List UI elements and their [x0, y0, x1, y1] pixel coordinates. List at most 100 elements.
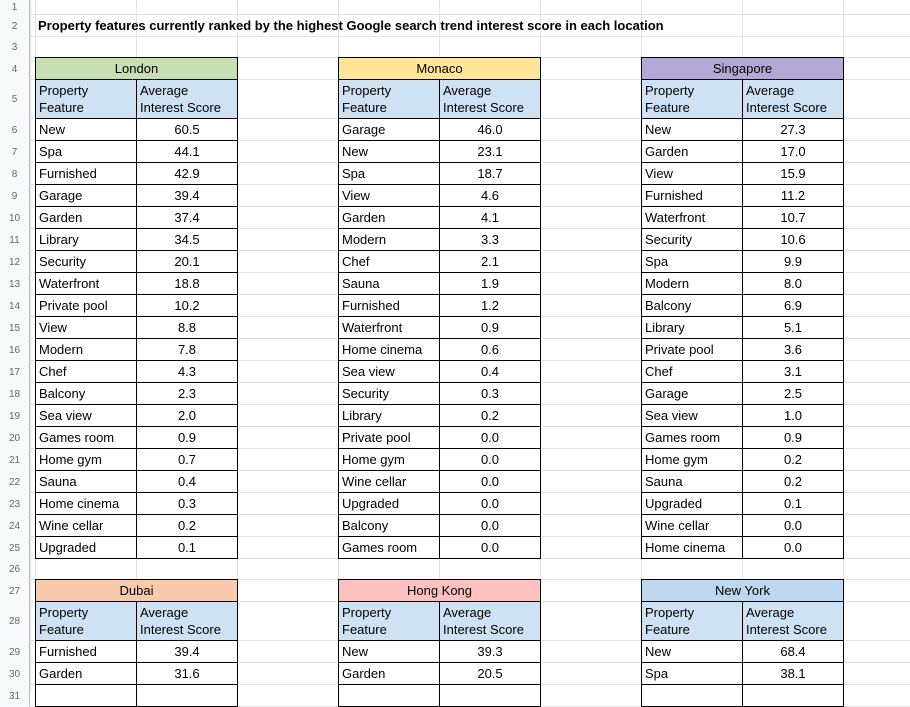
score-cell[interactable]: 0.7	[136, 448, 238, 471]
feature-cell[interactable]: Home gym	[35, 448, 137, 471]
row-number[interactable]: 3	[0, 37, 30, 58]
score-cell[interactable]: 37.4	[136, 206, 238, 229]
feature-cell[interactable]: Garage	[338, 118, 440, 141]
feature-cell[interactable]: Garden	[35, 206, 137, 229]
score-cell[interactable]: 27.3	[742, 118, 844, 141]
header-property-feature[interactable]: Property Feature	[641, 601, 743, 641]
score-cell[interactable]: 23.1	[439, 140, 541, 163]
score-cell[interactable]: 20.1	[136, 250, 238, 273]
score-cell[interactable]: 2.0	[136, 404, 238, 427]
table-title-dubai[interactable]: Dubai	[35, 579, 238, 602]
feature-cell[interactable]	[35, 684, 137, 707]
feature-cell[interactable]: Garage	[641, 382, 743, 405]
table-title-hong-kong[interactable]: Hong Kong	[338, 579, 541, 602]
feature-cell[interactable]: New	[338, 140, 440, 163]
feature-cell[interactable]: Garden	[338, 662, 440, 685]
feature-cell[interactable]: Home cinema	[35, 492, 137, 515]
row-number[interactable]: 4	[0, 58, 30, 80]
row-number[interactable]: 17	[0, 361, 30, 383]
score-cell[interactable]: 10.7	[742, 206, 844, 229]
feature-cell[interactable]: Spa	[35, 140, 137, 163]
score-cell[interactable]: 10.2	[136, 294, 238, 317]
row-number[interactable]: 10	[0, 207, 30, 229]
feature-cell[interactable]: Library	[338, 404, 440, 427]
header-average-interest-score[interactable]: Average Interest Score	[136, 79, 238, 119]
feature-cell[interactable]: Sauna	[35, 470, 137, 493]
score-cell[interactable]: 0.2	[136, 514, 238, 537]
score-cell[interactable]: 9.9	[742, 250, 844, 273]
row-number[interactable]: 26	[0, 559, 30, 580]
header-property-feature[interactable]: Property Feature	[35, 79, 137, 119]
feature-cell[interactable]: Spa	[641, 662, 743, 685]
score-cell[interactable]: 2.3	[136, 382, 238, 405]
score-cell[interactable]: 11.2	[742, 184, 844, 207]
feature-cell[interactable]: Furnished	[35, 640, 137, 663]
feature-cell[interactable]: Home gym	[338, 448, 440, 471]
score-cell[interactable]: 17.0	[742, 140, 844, 163]
row-number[interactable]: 13	[0, 273, 30, 295]
feature-cell[interactable]	[338, 684, 440, 707]
feature-cell[interactable]: Library	[641, 316, 743, 339]
feature-cell[interactable]: Private pool	[338, 426, 440, 449]
score-cell[interactable]: 0.0	[439, 492, 541, 515]
feature-cell[interactable]: Wine cellar	[35, 514, 137, 537]
feature-cell[interactable]: Balcony	[338, 514, 440, 537]
score-cell[interactable]: 18.8	[136, 272, 238, 295]
feature-cell[interactable]: Upgraded	[35, 536, 137, 559]
feature-cell[interactable]: Chef	[641, 360, 743, 383]
feature-cell[interactable]: Garden	[641, 140, 743, 163]
row-number[interactable]: 30	[0, 663, 30, 685]
score-cell[interactable]: 0.0	[439, 536, 541, 559]
score-cell[interactable]: 0.0	[742, 514, 844, 537]
score-cell[interactable]: 18.7	[439, 162, 541, 185]
score-cell[interactable]: 0.2	[742, 470, 844, 493]
feature-cell[interactable]: View	[35, 316, 137, 339]
feature-cell[interactable]: Furnished	[338, 294, 440, 317]
feature-cell[interactable]: Balcony	[641, 294, 743, 317]
score-cell[interactable]: 3.3	[439, 228, 541, 251]
score-cell[interactable]	[742, 684, 844, 707]
score-cell[interactable]: 60.5	[136, 118, 238, 141]
row-number[interactable]: 19	[0, 405, 30, 427]
row-number[interactable]: 27	[0, 580, 30, 602]
feature-cell[interactable]: Modern	[338, 228, 440, 251]
score-cell[interactable]: 5.1	[742, 316, 844, 339]
feature-cell[interactable]: Private pool	[35, 294, 137, 317]
score-cell[interactable]: 0.0	[439, 470, 541, 493]
row-number[interactable]: 28	[0, 602, 30, 641]
score-cell[interactable]: 0.2	[439, 404, 541, 427]
row-number[interactable]: 1	[0, 0, 30, 15]
header-property-feature[interactable]: Property Feature	[35, 601, 137, 641]
row-number[interactable]: 18	[0, 383, 30, 405]
header-property-feature[interactable]: Property Feature	[338, 601, 440, 641]
row-number[interactable]: 25	[0, 537, 30, 559]
header-average-interest-score[interactable]: Average Interest Score	[439, 79, 541, 119]
feature-cell[interactable]: View	[338, 184, 440, 207]
feature-cell[interactable]: Wine cellar	[338, 470, 440, 493]
feature-cell[interactable]: New	[641, 640, 743, 663]
row-number[interactable]: 22	[0, 471, 30, 493]
row-number[interactable]: 20	[0, 427, 30, 449]
row-number[interactable]: 5	[0, 80, 30, 119]
score-cell[interactable]: 0.1	[742, 492, 844, 515]
row-number[interactable]: 24	[0, 515, 30, 537]
score-cell[interactable]: 4.1	[439, 206, 541, 229]
feature-cell[interactable]: Sea view	[35, 404, 137, 427]
feature-cell[interactable]: Chef	[35, 360, 137, 383]
table-title-singapore[interactable]: Singapore	[641, 57, 844, 80]
score-cell[interactable]: 68.4	[742, 640, 844, 663]
score-cell[interactable]: 0.3	[439, 382, 541, 405]
score-cell[interactable]: 39.3	[439, 640, 541, 663]
feature-cell[interactable]: Upgraded	[641, 492, 743, 515]
header-property-feature[interactable]: Property Feature	[641, 79, 743, 119]
feature-cell[interactable]: Modern	[641, 272, 743, 295]
feature-cell[interactable]: Wine cellar	[641, 514, 743, 537]
feature-cell[interactable]: Garage	[35, 184, 137, 207]
feature-cell[interactable]: New	[35, 118, 137, 141]
table-title-monaco[interactable]: Monaco	[338, 57, 541, 80]
header-average-interest-score[interactable]: Average Interest Score	[742, 79, 844, 119]
row-number[interactable]: 7	[0, 141, 30, 163]
score-cell[interactable]: 7.8	[136, 338, 238, 361]
feature-cell[interactable]	[641, 684, 743, 707]
score-cell[interactable]: 0.2	[742, 448, 844, 471]
